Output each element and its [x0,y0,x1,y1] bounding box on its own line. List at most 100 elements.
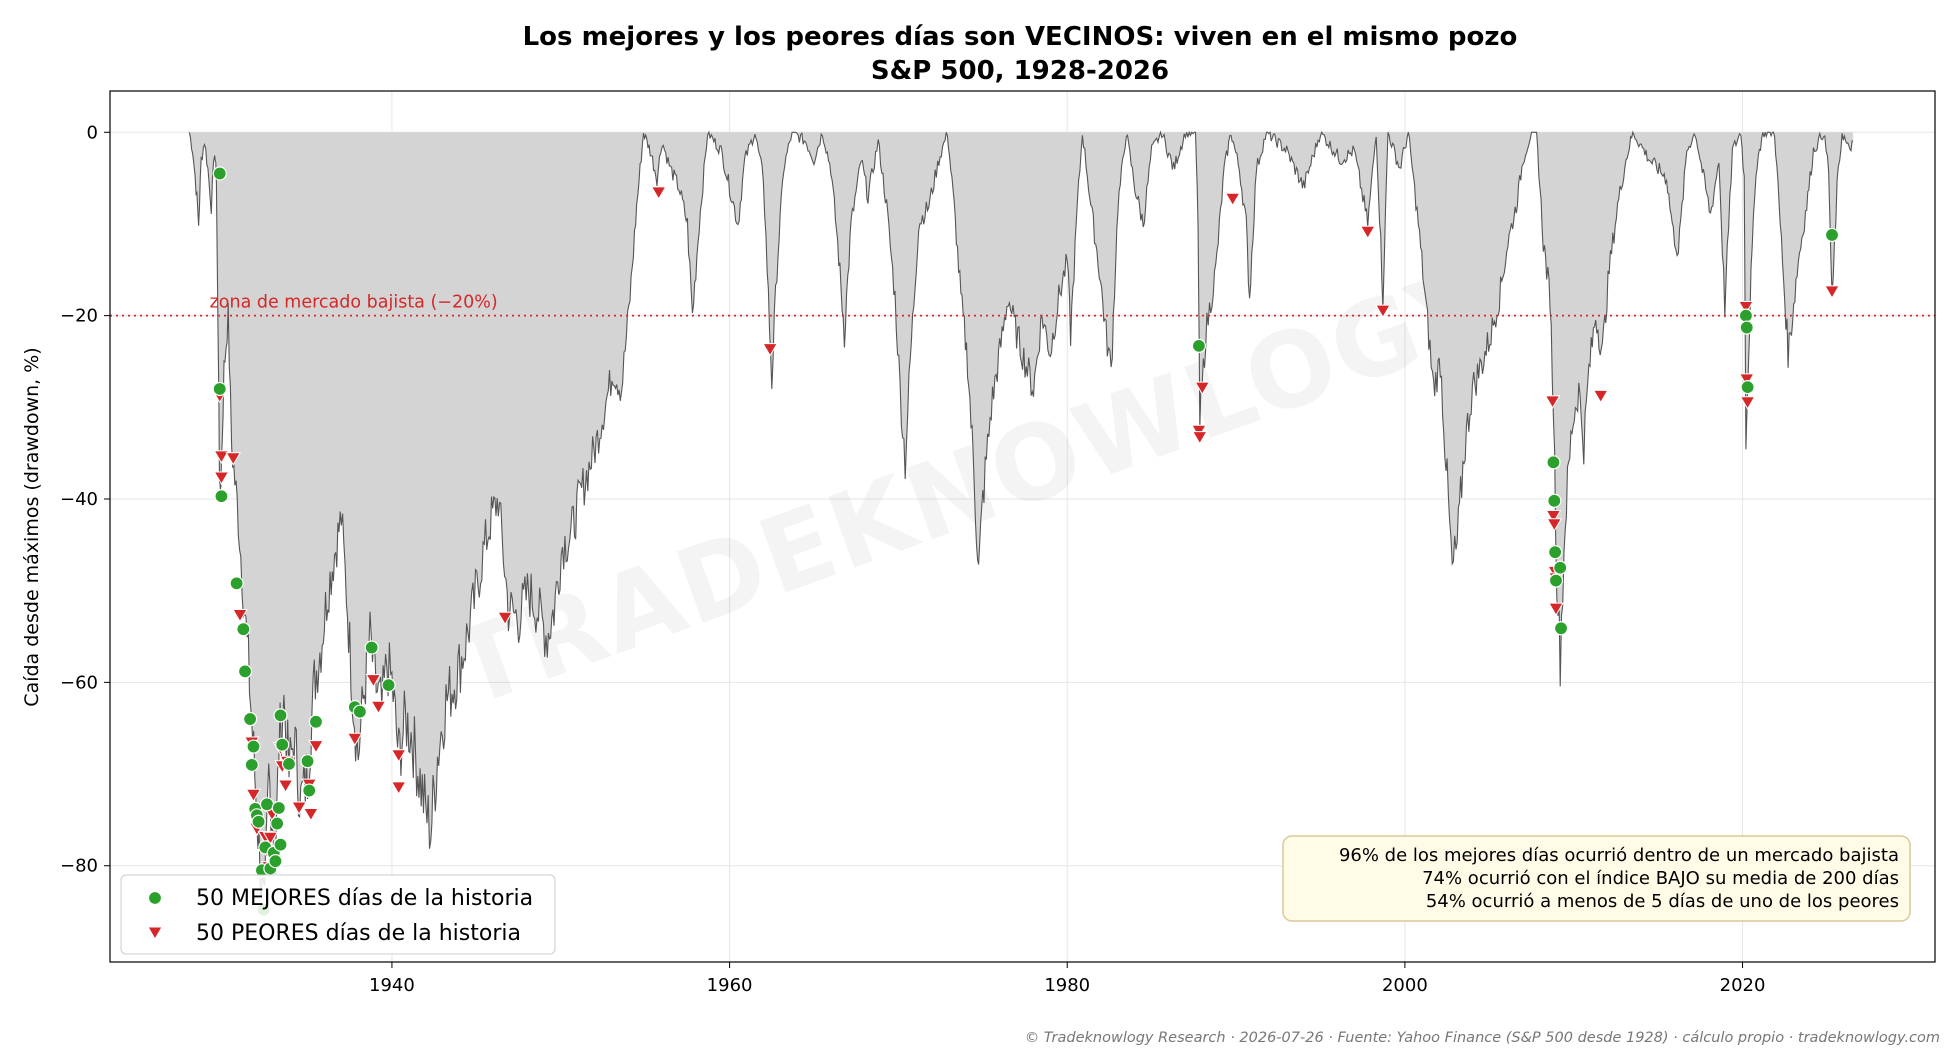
stats-note-line-1: 96% de los mejores días ocurrió dentro d… [1339,845,1899,866]
legend: 50 MEJORES días de la historia 50 PEORES… [120,874,556,955]
worst-day-marker [1544,395,1561,409]
best-day-marker [236,622,251,637]
legend-worst-marker [147,926,163,940]
best-day-marker [1553,621,1569,636]
best-day-marker [273,837,288,852]
legend-box [120,874,556,955]
best-day-marker [273,708,288,723]
stats-note-box [1282,835,1911,922]
best-day-marker [259,797,275,812]
drawdown-line [188,130,1854,897]
worst-day-marker [1375,304,1391,319]
best-day-marker [268,854,283,869]
stats-note-line-2: 74% ocurrió con el índice BAJO su media … [1422,868,1899,889]
x-tick-label: 2000 [1382,975,1428,996]
drawdown-area-fill [189,132,1854,897]
worst-day-marker [1359,225,1376,240]
y-tick-label: 0 [87,122,98,143]
worst-day-marker [232,609,248,623]
best-day-marker [1740,380,1755,395]
worst-day-marker [303,807,319,822]
worst-day-marker [1592,389,1609,404]
drawdown-area-layer [188,130,1854,897]
best-day-marker [1548,545,1563,560]
x-axis: 1940 1960 1980 2000 2020 [369,962,1765,996]
worst-day-marker [650,186,667,200]
y-tick-label: −80 [60,856,98,877]
worst-day-marker [1546,518,1563,532]
best-day-marker [212,381,227,397]
best-day-marker [1738,308,1754,323]
worst-day-marker [390,749,407,763]
worst-day-marker [370,700,387,715]
y-axis-label: Caída desde máximos (drawdown, %) [21,347,43,706]
best-day-marker [251,814,266,829]
worst-day-marker [346,732,363,747]
x-tick-label: 1960 [707,975,753,996]
plot-frame [109,90,1936,963]
worst-day-marker [1545,509,1562,524]
best-day-marker [275,737,290,752]
marker-layer [211,166,1840,917]
best-day-marker [1548,573,1564,588]
y-axis: 0 −20 −40 −60 −80 [60,122,110,877]
y-tick-label: −20 [60,306,98,327]
worst-day-marker [365,674,382,688]
worst-day-marker [1824,285,1840,299]
worst-day-marker [213,471,230,485]
best-day-marker [246,739,261,754]
best-day-marker [1191,338,1207,353]
legend-worst-label: 50 PEORES días de la historia [196,921,521,946]
best-day-marker [352,704,367,719]
best-day-marker [281,756,297,772]
worst-day-marker [1548,602,1564,617]
y-tick-label: −60 [60,672,98,693]
best-day-marker [243,711,258,727]
worst-day-marker [291,801,307,816]
best-day-marker [270,816,285,831]
best-day-marker [302,783,317,798]
bear-threshold-label: zona de mercado bajista (−20%) [210,293,498,313]
x-tick-label: 1980 [1044,975,1090,996]
best-day-marker [271,800,286,816]
best-day-marker [214,489,229,504]
x-tick-label: 1940 [369,975,415,996]
chart-title-line-2: S&P 500, 1928-2026 [871,56,1169,86]
best-day-marker [381,678,396,693]
best-day-marker [1553,560,1568,575]
legend-best-label: 50 MEJORES días de la historia [196,886,533,911]
best-day-marker [364,640,379,655]
worst-day-marker [1739,396,1756,410]
stats-note-line-3: 54% ocurrió a menos de 5 días de uno de … [1426,891,1899,912]
worst-day-marker [1738,300,1754,315]
worst-day-marker [1738,373,1755,387]
best-day-marker [1824,227,1840,243]
worst-day-marker [1224,192,1241,207]
best-day-marker [212,166,227,181]
best-day-marker [300,754,315,769]
stats-note: 96% de los mejores días ocurrió dentro d… [1282,835,1911,922]
best-day-marker [237,664,253,679]
x-tick-label: 2020 [1720,975,1766,996]
y-tick-label: −40 [60,489,98,510]
worst-day-marker [262,831,279,846]
best-day-marker [308,714,324,729]
best-day-marker [1547,493,1562,508]
best-day-marker [1546,455,1561,470]
best-day-marker [1739,320,1754,335]
chart-title-line-1: Los mejores y los peores días son VECINO… [523,22,1518,52]
worst-day-marker [213,450,230,464]
worst-day-marker [1191,431,1208,445]
worst-day-marker [308,740,324,754]
worst-day-marker [1194,381,1211,396]
worst-day-marker [245,788,262,803]
best-day-marker [244,757,259,772]
worst-day-marker [497,611,513,626]
best-day-marker [229,576,244,591]
worst-day-marker [762,343,778,357]
worst-day-marker [225,452,242,466]
worst-day-marker [277,779,294,794]
footer-credits: © Tradeknowlogy Research · 2026-07-26 · … [1025,1030,1940,1046]
legend-best-marker [147,890,163,906]
